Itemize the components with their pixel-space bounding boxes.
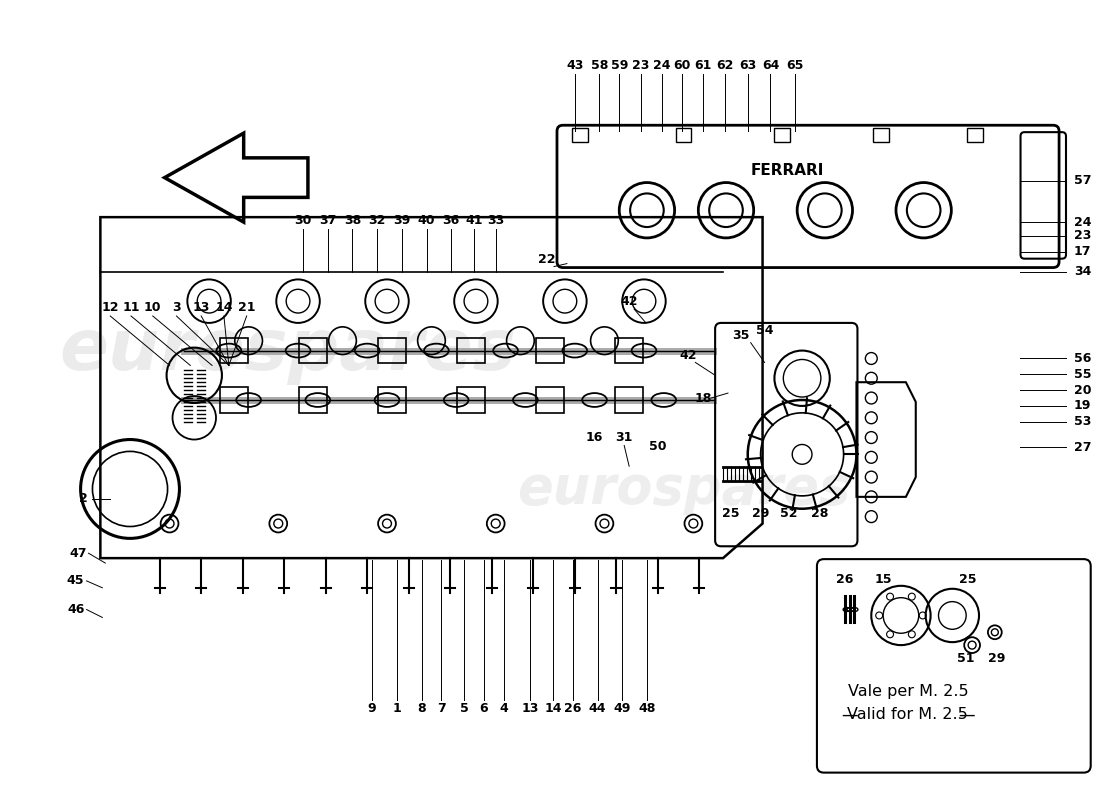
Text: 50: 50 <box>649 440 667 453</box>
Text: 10: 10 <box>144 301 162 314</box>
Text: 26: 26 <box>564 702 582 715</box>
FancyBboxPatch shape <box>817 559 1091 773</box>
Text: 20: 20 <box>1074 384 1091 397</box>
Text: 57: 57 <box>1074 174 1091 187</box>
Text: 47: 47 <box>70 546 87 560</box>
Text: 8: 8 <box>417 702 426 715</box>
Text: 24: 24 <box>1074 215 1091 229</box>
Text: 36: 36 <box>442 214 460 226</box>
Text: 13: 13 <box>521 702 539 715</box>
Text: 14: 14 <box>544 702 562 715</box>
Bar <box>299 387 327 413</box>
Text: 21: 21 <box>238 301 255 314</box>
Bar <box>615 338 644 363</box>
Text: 27: 27 <box>1074 441 1091 454</box>
Text: 23: 23 <box>632 59 650 73</box>
Text: 42: 42 <box>680 349 697 362</box>
Text: 1: 1 <box>393 702 402 715</box>
Text: 25: 25 <box>959 574 977 586</box>
Text: 23: 23 <box>1074 230 1091 242</box>
Text: 59: 59 <box>610 59 628 73</box>
Text: 54: 54 <box>756 324 773 338</box>
Bar <box>675 128 692 142</box>
Text: 40: 40 <box>418 214 436 226</box>
Text: 62: 62 <box>716 59 734 73</box>
Text: 2: 2 <box>79 492 88 506</box>
Text: Vale per M. 2.5: Vale per M. 2.5 <box>847 684 968 699</box>
Text: 61: 61 <box>694 59 712 73</box>
Bar <box>378 338 406 363</box>
Text: 38: 38 <box>344 214 361 226</box>
Text: 28: 28 <box>811 507 828 520</box>
Text: 37: 37 <box>319 214 337 226</box>
Text: 42: 42 <box>620 294 638 308</box>
Text: 55: 55 <box>1074 368 1091 381</box>
Text: 22: 22 <box>538 253 556 266</box>
Text: 19: 19 <box>1074 399 1091 413</box>
Text: 32: 32 <box>368 214 386 226</box>
Text: —: — <box>842 706 858 723</box>
Text: FERRARI: FERRARI <box>750 163 824 178</box>
Text: 3: 3 <box>173 301 180 314</box>
Bar <box>458 338 485 363</box>
Text: 15: 15 <box>874 574 892 586</box>
Bar <box>873 128 889 142</box>
Bar <box>615 387 644 413</box>
Bar <box>774 128 790 142</box>
Text: 18: 18 <box>694 391 712 405</box>
Text: 13: 13 <box>192 301 210 314</box>
Text: 5: 5 <box>460 702 469 715</box>
Text: 45: 45 <box>67 574 85 587</box>
Text: 31: 31 <box>616 431 632 444</box>
Bar <box>967 128 983 142</box>
Text: 30: 30 <box>295 214 311 226</box>
Text: 46: 46 <box>67 603 85 616</box>
Text: 56: 56 <box>1074 352 1091 365</box>
Text: 14: 14 <box>216 301 233 314</box>
Text: 41: 41 <box>465 214 483 226</box>
Text: 53: 53 <box>1074 415 1091 428</box>
Text: 48: 48 <box>638 702 656 715</box>
Text: 16: 16 <box>586 431 603 444</box>
Bar <box>220 338 248 363</box>
Text: 24: 24 <box>653 59 671 73</box>
Bar <box>572 128 587 142</box>
Text: 9: 9 <box>367 702 376 715</box>
Text: 44: 44 <box>588 702 606 715</box>
Text: eurospares: eurospares <box>59 316 517 385</box>
Text: 4: 4 <box>499 702 508 715</box>
Text: 64: 64 <box>762 59 779 73</box>
Text: 52: 52 <box>780 507 798 520</box>
Bar <box>378 387 406 413</box>
Text: 6: 6 <box>480 702 488 715</box>
Text: 51: 51 <box>957 653 975 666</box>
Text: 65: 65 <box>786 59 804 73</box>
Text: —: — <box>958 706 975 723</box>
Text: 63: 63 <box>739 59 757 73</box>
Text: 39: 39 <box>393 214 410 226</box>
Text: 29: 29 <box>752 507 769 520</box>
Text: 49: 49 <box>614 702 631 715</box>
Text: 34: 34 <box>1074 265 1091 278</box>
Text: 29: 29 <box>988 653 1005 666</box>
Text: 26: 26 <box>836 574 854 586</box>
Text: 43: 43 <box>566 59 583 73</box>
Bar <box>458 387 485 413</box>
Text: eurospares: eurospares <box>517 463 850 515</box>
Bar <box>220 387 248 413</box>
Text: 60: 60 <box>673 59 690 73</box>
Bar <box>536 387 564 413</box>
Text: 11: 11 <box>122 301 140 314</box>
Bar <box>536 338 564 363</box>
Text: 35: 35 <box>733 330 749 342</box>
Text: 25: 25 <box>723 507 739 520</box>
Text: 12: 12 <box>101 301 119 314</box>
Bar <box>299 338 327 363</box>
Text: 17: 17 <box>1074 246 1091 258</box>
Text: 7: 7 <box>437 702 446 715</box>
Text: 33: 33 <box>487 214 504 226</box>
Text: Valid for M. 2.5: Valid for M. 2.5 <box>847 706 968 722</box>
Text: 58: 58 <box>591 59 608 73</box>
